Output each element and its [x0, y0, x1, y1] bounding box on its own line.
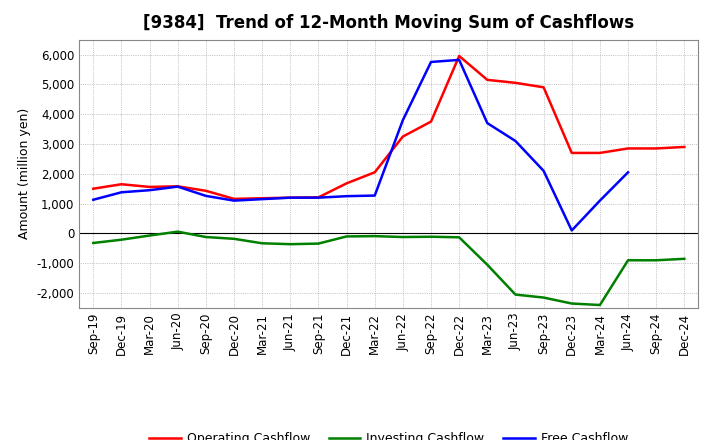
Free Cashflow — [202, 193, 210, 198]
Investing Cashflow — [624, 258, 632, 263]
Line: Operating Cashflow: Operating Cashflow — [94, 56, 684, 199]
Operating Cashflow — [145, 184, 154, 190]
Operating Cashflow — [427, 119, 436, 124]
Investing Cashflow — [427, 234, 436, 239]
Free Cashflow — [399, 117, 408, 123]
Operating Cashflow — [595, 150, 604, 156]
Operating Cashflow — [258, 196, 266, 201]
Free Cashflow — [89, 197, 98, 202]
Free Cashflow — [567, 228, 576, 233]
Y-axis label: Amount (million yen): Amount (million yen) — [18, 108, 31, 239]
Free Cashflow — [314, 195, 323, 200]
Investing Cashflow — [455, 235, 464, 240]
Investing Cashflow — [483, 262, 492, 268]
Free Cashflow — [342, 194, 351, 199]
Free Cashflow — [427, 59, 436, 65]
Free Cashflow — [511, 138, 520, 143]
Operating Cashflow — [117, 182, 126, 187]
Investing Cashflow — [539, 295, 548, 300]
Investing Cashflow — [286, 242, 294, 247]
Investing Cashflow — [511, 292, 520, 297]
Operating Cashflow — [567, 150, 576, 156]
Investing Cashflow — [202, 235, 210, 240]
Legend: Operating Cashflow, Investing Cashflow, Free Cashflow: Operating Cashflow, Investing Cashflow, … — [145, 427, 633, 440]
Operating Cashflow — [89, 186, 98, 191]
Free Cashflow — [624, 170, 632, 175]
Free Cashflow — [455, 57, 464, 62]
Investing Cashflow — [145, 233, 154, 238]
Free Cashflow — [483, 121, 492, 126]
Investing Cashflow — [314, 241, 323, 246]
Operating Cashflow — [230, 196, 238, 202]
Operating Cashflow — [342, 181, 351, 186]
Free Cashflow — [117, 190, 126, 195]
Operating Cashflow — [511, 80, 520, 85]
Free Cashflow — [230, 198, 238, 203]
Operating Cashflow — [370, 170, 379, 175]
Investing Cashflow — [399, 235, 408, 240]
Operating Cashflow — [483, 77, 492, 82]
Investing Cashflow — [595, 302, 604, 308]
Free Cashflow — [286, 195, 294, 200]
Operating Cashflow — [680, 144, 688, 150]
Investing Cashflow — [174, 229, 182, 234]
Operating Cashflow — [286, 195, 294, 200]
Line: Free Cashflow: Free Cashflow — [94, 60, 628, 231]
Operating Cashflow — [652, 146, 660, 151]
Free Cashflow — [595, 198, 604, 203]
Free Cashflow — [145, 187, 154, 193]
Investing Cashflow — [89, 240, 98, 246]
Free Cashflow — [174, 184, 182, 189]
Title: [9384]  Trend of 12-Month Moving Sum of Cashflows: [9384] Trend of 12-Month Moving Sum of C… — [143, 15, 634, 33]
Investing Cashflow — [370, 234, 379, 239]
Investing Cashflow — [652, 258, 660, 263]
Operating Cashflow — [455, 53, 464, 59]
Operating Cashflow — [314, 195, 323, 200]
Investing Cashflow — [680, 256, 688, 261]
Operating Cashflow — [399, 134, 408, 139]
Investing Cashflow — [342, 234, 351, 239]
Line: Investing Cashflow: Investing Cashflow — [94, 231, 684, 305]
Operating Cashflow — [624, 146, 632, 151]
Free Cashflow — [258, 197, 266, 202]
Operating Cashflow — [202, 188, 210, 194]
Investing Cashflow — [117, 237, 126, 242]
Investing Cashflow — [258, 241, 266, 246]
Operating Cashflow — [174, 183, 182, 189]
Free Cashflow — [370, 193, 379, 198]
Operating Cashflow — [539, 84, 548, 90]
Investing Cashflow — [230, 236, 238, 242]
Investing Cashflow — [567, 301, 576, 306]
Free Cashflow — [539, 168, 548, 173]
